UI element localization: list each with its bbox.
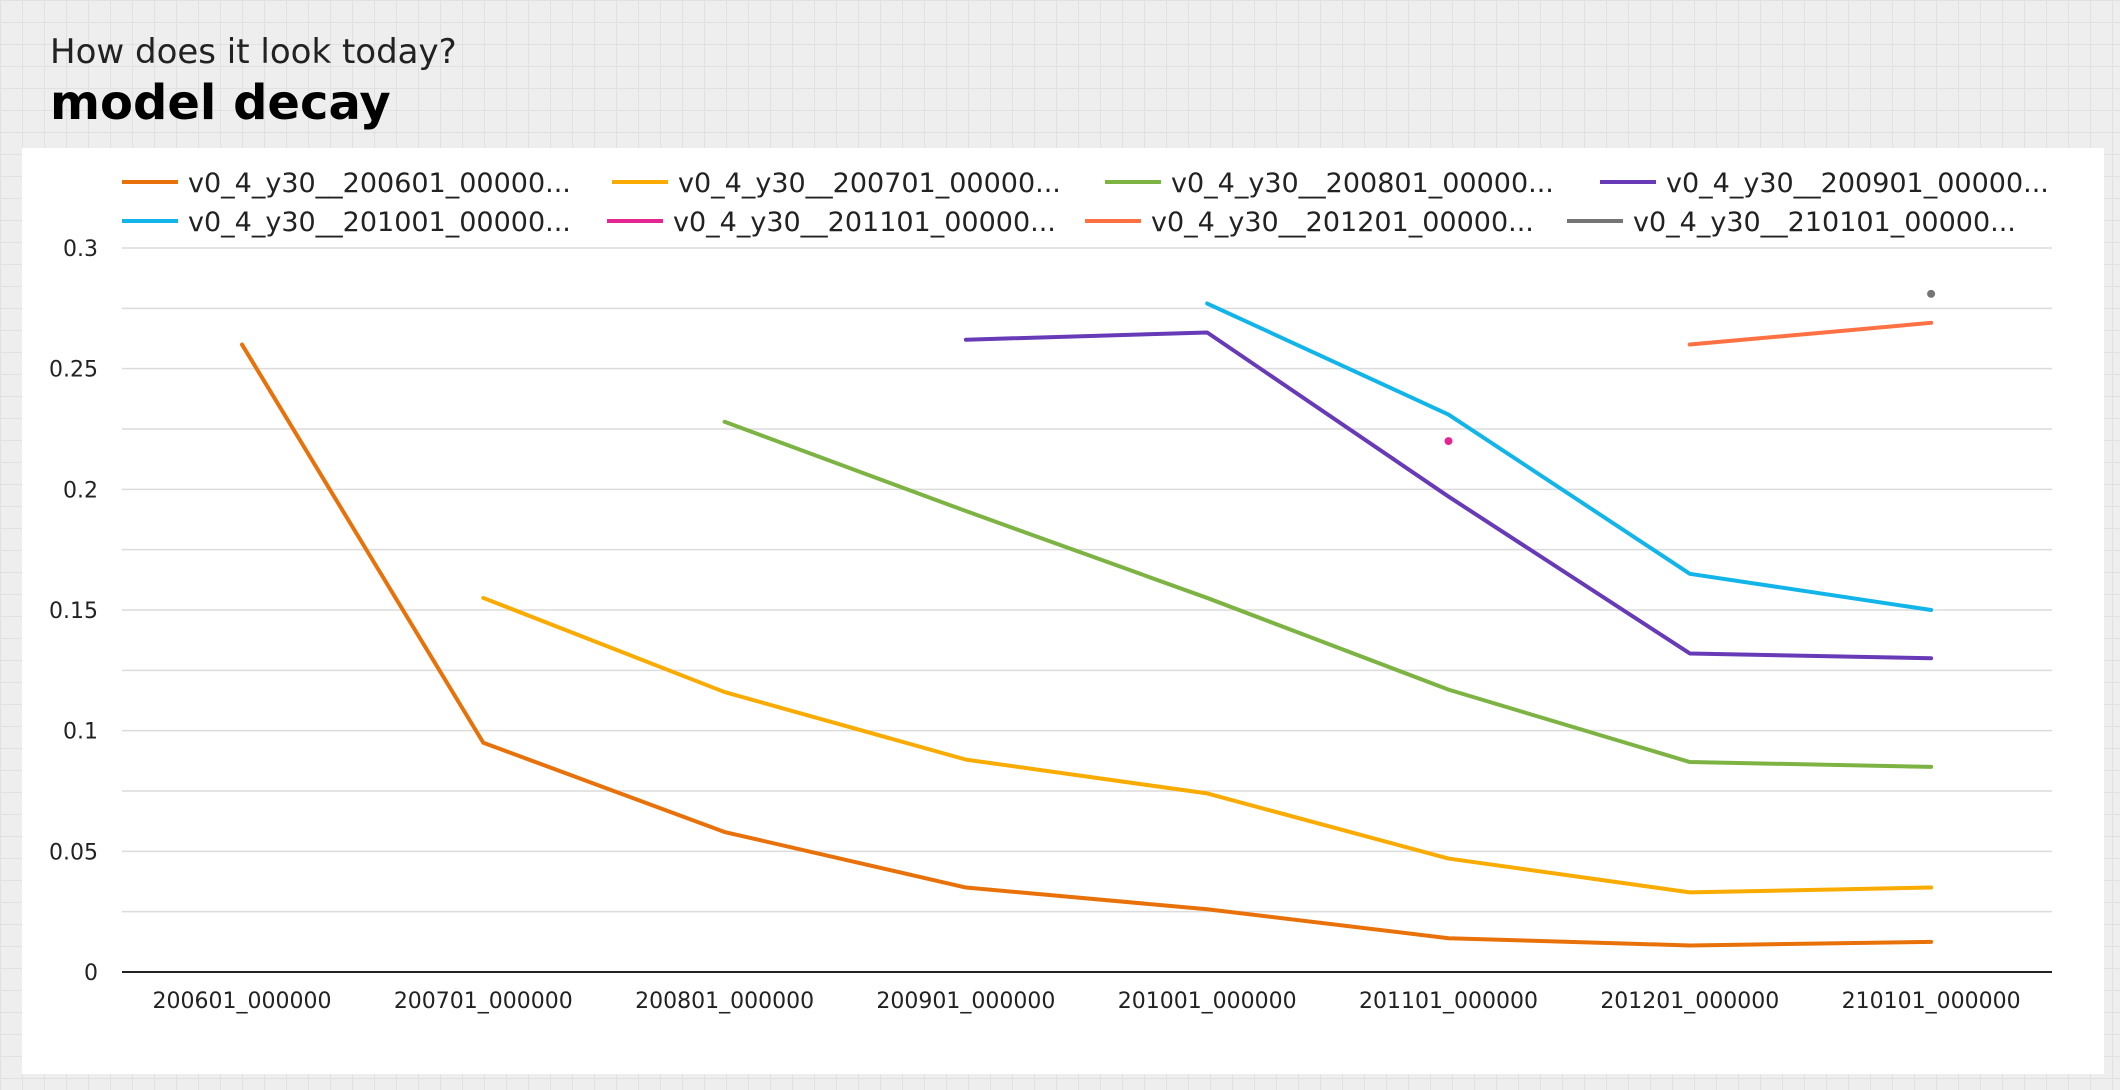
legend-item: v0_4_y30__201001_00000... (122, 207, 571, 238)
legend-label: v0_4_y30__201201_00000... (1151, 207, 1534, 238)
x-tick-label: 200801_000000 (635, 989, 814, 1014)
legend-label: v0_4_y30__210101_00000... (1633, 207, 2016, 238)
series-point (1927, 289, 1936, 298)
x-tick-label: 201101_000000 (1359, 989, 1538, 1014)
legend-label: v0_4_y30__200801_00000... (1171, 168, 1554, 199)
x-tick-label: 201001_000000 (1118, 989, 1297, 1014)
chart-title: model decay (50, 75, 391, 131)
chart-subtitle: How does it look today? (50, 32, 457, 72)
x-tick-label: 200901_000000 (876, 989, 1055, 1014)
series-point (1444, 437, 1453, 446)
y-tick-label: 0.3 (63, 237, 98, 262)
series-line (481, 595, 1934, 895)
y-tick-label: 0.15 (49, 599, 98, 624)
series-line (963, 330, 1934, 661)
line-chart: 0 0.05 0.1 0.15 0.2 0.25 0.3 200601_000000 2007… (49, 168, 2052, 1014)
legend: v0_4_y30__200601_00000... v0_4_y30__20070… (122, 168, 2049, 238)
y-tick-label: 0.1 (63, 720, 98, 745)
x-tick-label: 201201_000000 (1600, 989, 1779, 1014)
page-header: How does it look today? model decay (50, 28, 457, 132)
x-tick-label: 210101_000000 (1842, 989, 2021, 1014)
y-tick-label: 0.2 (63, 478, 98, 503)
y-tick-label: 0.05 (49, 840, 98, 865)
x-axis-ticks: 200601_000000 200701_000000 200801_000000 2… (153, 989, 2021, 1014)
legend-label: v0_4_y30__201101_00000... (673, 207, 1056, 238)
series-lines (240, 289, 1936, 948)
legend-item: v0_4_y30__200901_00000... (1600, 168, 2049, 199)
series-line (240, 342, 1934, 948)
series-line (1687, 320, 1934, 347)
legend-item: v0_4_y30__200701_00000... (612, 168, 1061, 199)
legend-label: v0_4_y30__200601_00000... (188, 168, 571, 199)
grid-lines (122, 247, 2052, 913)
legend-label: v0_4_y30__200701_00000... (678, 168, 1061, 199)
y-axis-ticks: 0 0.05 0.1 0.15 0.2 0.25 0.3 (49, 237, 98, 986)
legend-item: v0_4_y30__200801_00000... (1105, 168, 1554, 199)
chart-card: 0 0.05 0.1 0.15 0.2 0.25 0.3 200601_000000 2007… (22, 148, 2104, 1074)
x-tick-label: 200601_000000 (153, 989, 332, 1014)
y-tick-label: 0.25 (49, 358, 98, 383)
legend-item: v0_4_y30__201201_00000... (1085, 207, 1534, 238)
legend-label: v0_4_y30__200901_00000... (1666, 168, 2049, 199)
legend-item: v0_4_y30__210101_00000... (1567, 207, 2016, 238)
x-tick-label: 200701_000000 (394, 989, 573, 1014)
legend-item: v0_4_y30__200601_00000... (122, 168, 571, 199)
y-tick-label: 0 (84, 961, 98, 986)
series-line (722, 419, 1934, 769)
series-line (1205, 301, 1934, 612)
legend-item: v0_4_y30__201101_00000... (607, 207, 1056, 238)
legend-label: v0_4_y30__201001_00000... (188, 207, 571, 238)
